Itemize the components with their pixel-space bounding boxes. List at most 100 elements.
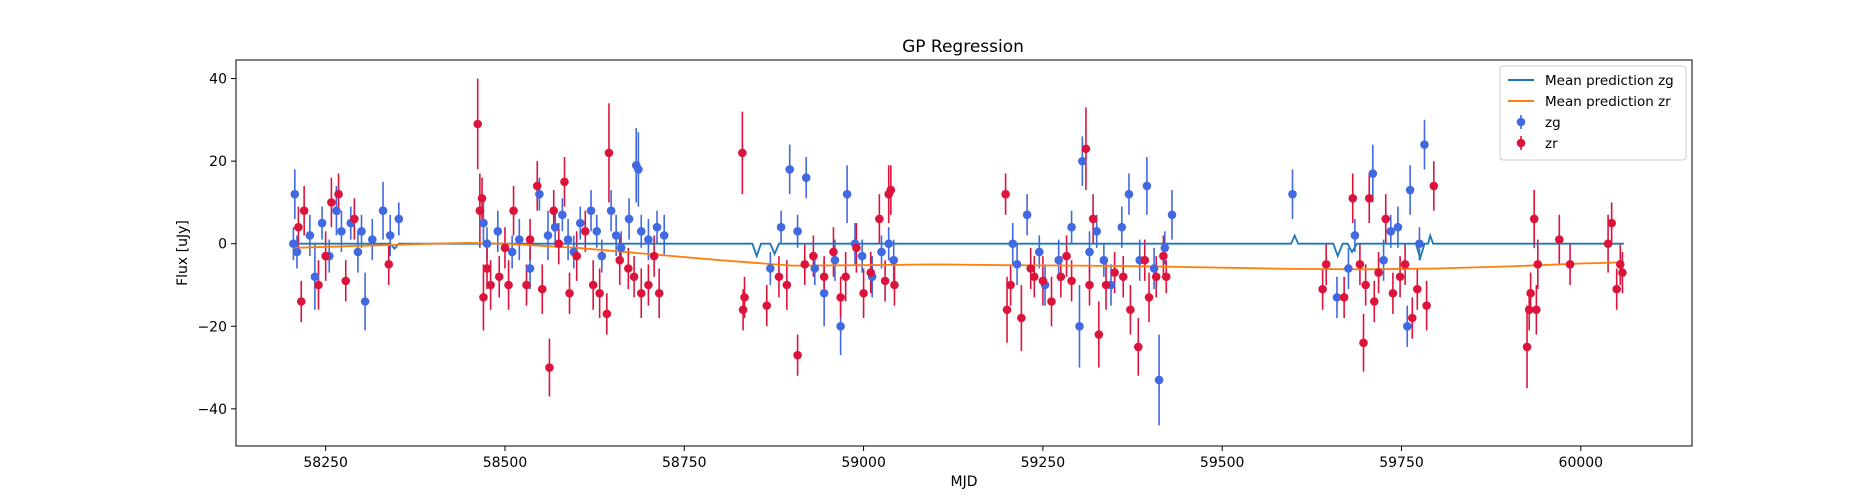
point-zg [1415, 239, 1424, 249]
point-zg [830, 255, 840, 265]
point-zr [1395, 272, 1405, 282]
plot-background [236, 60, 1692, 446]
legend: Mean prediction zg Mean prediction zr zg zr [1499, 65, 1687, 161]
point-zr [636, 288, 646, 298]
point-zr [509, 206, 518, 215]
point-zr [649, 251, 659, 261]
point-zr [350, 214, 359, 224]
point-zg [624, 214, 634, 224]
point-zg [563, 235, 573, 244]
point-zg [1078, 156, 1087, 166]
point-zg [1008, 239, 1018, 249]
x-tick-label: 59250 [1021, 455, 1066, 471]
x-tick-label: 60000 [1559, 455, 1604, 471]
point-zr [560, 177, 569, 187]
point-zg [1402, 321, 1412, 331]
point-zg [479, 218, 488, 228]
point-zr [836, 293, 845, 302]
point-zr [1133, 342, 1143, 352]
point-zr [1422, 301, 1431, 310]
point-zr [841, 272, 850, 282]
plot-area [236, 60, 1692, 446]
x-axis-label: MJD [951, 474, 978, 490]
point-zr [880, 276, 890, 286]
point-zr [809, 251, 818, 261]
point-zr [1006, 280, 1015, 290]
y-tick-label: −20 [197, 319, 227, 335]
point-zg [636, 227, 646, 236]
point-zg [1012, 260, 1022, 269]
point-zr [829, 247, 838, 257]
point-zg [1124, 189, 1134, 199]
point-zg [310, 272, 320, 282]
x-tick-label: 59000 [841, 455, 886, 471]
point-zg [1117, 222, 1127, 232]
point-zr [477, 193, 487, 203]
legend-label: zr [1545, 136, 1558, 152]
point-zg [1054, 255, 1063, 265]
point-zg [317, 218, 327, 228]
point-zg [378, 206, 388, 215]
point-zr [1002, 305, 1012, 315]
point-zr [1565, 260, 1575, 269]
point-zr [334, 189, 343, 199]
point-zr [654, 288, 664, 298]
point-zr [1101, 280, 1111, 290]
point-zg [836, 321, 845, 331]
point-zg [1154, 375, 1164, 385]
point-zg [801, 173, 811, 182]
point-zr [800, 260, 810, 269]
point-zg [776, 222, 786, 232]
plot-frame [235, 59, 1693, 447]
point-zg [1085, 247, 1094, 257]
point-zg [785, 165, 795, 174]
point-zg [332, 206, 341, 215]
point-zg [652, 222, 662, 232]
point-zr [327, 198, 336, 207]
point-zg [1142, 181, 1152, 191]
point-zr [296, 297, 306, 306]
point-zr [774, 272, 784, 282]
point-zr [572, 251, 581, 261]
point-zg [884, 239, 893, 249]
point-zg [597, 251, 607, 261]
point-zr [740, 293, 749, 302]
point-zg [644, 235, 653, 244]
chart-title: GP Regression [902, 37, 1024, 57]
point-zg [1386, 227, 1396, 236]
point-zr [532, 181, 542, 191]
y-tick-label: 40 [209, 72, 227, 88]
point-zr [629, 272, 639, 282]
point-zr [875, 214, 884, 224]
legend-label: zg [1545, 115, 1561, 131]
series-zr-points [294, 119, 1627, 372]
point-zr [384, 260, 394, 269]
point-zr [1361, 280, 1370, 290]
point-zg [611, 231, 621, 240]
point-zr [545, 363, 554, 372]
point-zr [549, 206, 559, 215]
point-zr [1615, 260, 1625, 269]
point-zg [525, 264, 535, 273]
point-zr [615, 255, 625, 265]
y-tick-label: 0 [218, 237, 227, 253]
point-zr [486, 280, 495, 290]
point-zr [595, 288, 604, 298]
point-zr [1603, 239, 1613, 249]
point-zr [1151, 272, 1161, 282]
point-zr [1412, 284, 1422, 294]
point-zr [1381, 214, 1391, 224]
point-zg [1092, 227, 1101, 236]
point-zg [535, 189, 544, 199]
x-tick-label: 58250 [303, 455, 348, 471]
line-mean-prediction-zg [293, 232, 1624, 262]
point-zr [1038, 276, 1048, 286]
point-zr [782, 280, 792, 290]
point-zr [1526, 288, 1535, 298]
point-zr [314, 280, 323, 290]
point-zr [580, 227, 590, 236]
point-zr [1618, 268, 1627, 277]
point-zr [1026, 264, 1036, 273]
point-zg [842, 189, 852, 199]
point-zg [1160, 243, 1170, 253]
